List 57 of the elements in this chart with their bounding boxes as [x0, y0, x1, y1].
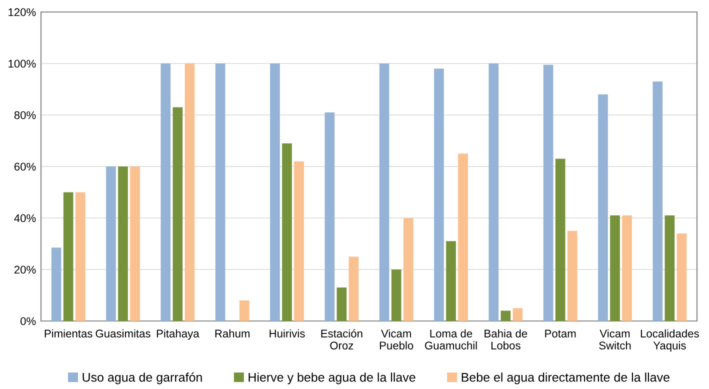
- x-tick-label: Huirivis: [270, 329, 305, 338]
- x-tick-label: Vicam Switch: [599, 329, 631, 350]
- x-tick-label: Guasimitas: [96, 329, 150, 338]
- bar: [270, 64, 280, 321]
- bar: [184, 64, 195, 321]
- x-tick-label: Rahum: [215, 329, 250, 338]
- bar: [458, 154, 468, 321]
- bar: [336, 288, 347, 321]
- bar: [664, 215, 675, 321]
- x-tick-label: Localidades Yaquis: [640, 329, 699, 352]
- bar: [348, 256, 359, 321]
- bar: [118, 166, 128, 321]
- bar: [622, 215, 632, 321]
- y-tick-label: 120%: [8, 8, 36, 16]
- bar: [434, 68, 444, 321]
- bar: [51, 248, 62, 321]
- bar: [567, 230, 578, 321]
- bar: [512, 308, 523, 321]
- bar: [610, 215, 620, 321]
- bar: [63, 192, 74, 321]
- x-tick-label: Bahia de Lobos: [484, 329, 528, 350]
- bar: [106, 166, 116, 321]
- bar: [598, 94, 608, 321]
- bar: [500, 310, 511, 321]
- bar: [160, 64, 171, 321]
- bar: [446, 241, 456, 321]
- bar: [652, 82, 663, 321]
- y-tick-label: 0%: [20, 317, 36, 326]
- bar: [282, 143, 292, 321]
- x-tick-label: Estación Oroz: [321, 329, 362, 350]
- y-tick-label: 80%: [14, 111, 36, 120]
- y-tick-label: 60%: [14, 162, 36, 171]
- x-tick-label: Loma de Guamuchil: [425, 329, 477, 350]
- x-tick-label: Potam: [545, 330, 576, 338]
- legend-label: Bebe el agua directamente de la llave: [462, 372, 670, 384]
- legend-label: Hierve y bebe agua de la llave: [248, 372, 416, 384]
- bar: [294, 161, 304, 321]
- legend-label: Uso agua de garrafón: [82, 372, 202, 384]
- bar: [172, 107, 183, 321]
- bar: [403, 218, 414, 321]
- bar: [379, 64, 390, 321]
- bar: [324, 112, 335, 321]
- bar: [239, 300, 250, 321]
- bar: [488, 64, 499, 321]
- x-tick-label: Vicam Pueblo: [380, 329, 414, 350]
- x-tick-label: Pitahaya: [156, 329, 200, 340]
- bar: [75, 192, 86, 321]
- bar: [391, 270, 402, 321]
- y-tick-label: 20%: [14, 266, 36, 274]
- y-tick-label: 40%: [14, 214, 36, 222]
- bar: [676, 233, 687, 321]
- bar: [543, 64, 554, 321]
- bar: [130, 166, 140, 321]
- bar: [555, 158, 566, 321]
- y-tick-label: 100%: [8, 60, 36, 68]
- bar: [215, 64, 226, 321]
- x-tick-label: Pimientas: [44, 329, 92, 338]
